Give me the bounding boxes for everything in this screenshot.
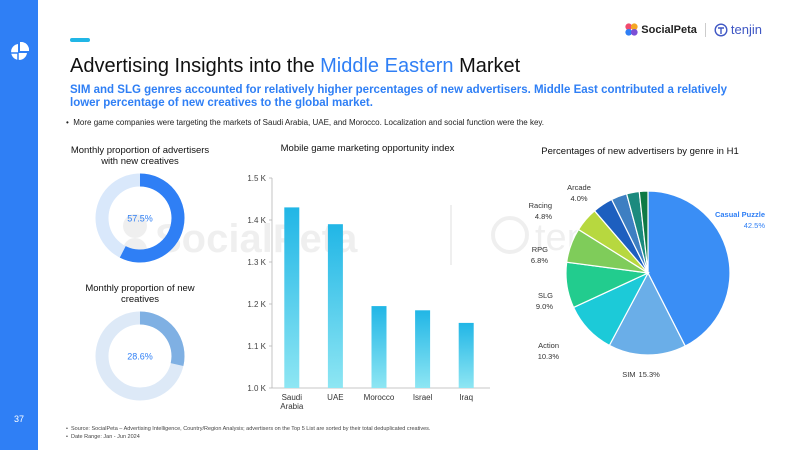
- title-prefix: Advertising Insights into the: [70, 55, 321, 77]
- y-tick-label: 1.4 K: [247, 216, 266, 225]
- bar-chart-title: Mobile game marketing opportunity index: [280, 143, 455, 154]
- pie-label-name: Casual Puzzle: [715, 210, 765, 219]
- socialpeta-name: SocialPeta: [641, 23, 697, 36]
- pie-label-name: Arcade: [567, 183, 591, 192]
- socialpeta-logo: SocialPeta: [625, 23, 697, 36]
- chart-pie-icon: [10, 42, 29, 61]
- pie-label-name: SLG: [538, 291, 553, 300]
- pie-label-name: Racing: [529, 201, 552, 210]
- donut2-title: Monthly proportion of new creatives: [85, 283, 195, 305]
- pie-label-value: 10.3%: [538, 352, 560, 361]
- y-tick-label: 1.1 K: [247, 342, 266, 351]
- donut-value-label: 28.6%: [127, 352, 153, 362]
- brand-divider: [704, 22, 706, 37]
- bar: [415, 310, 431, 388]
- footer-date-text: Date Range: Jan - Jun 2024: [70, 434, 140, 440]
- x-tick-label: Morocco: [364, 393, 395, 402]
- title-highlight: Middle Eastern: [320, 55, 454, 77]
- page-number: 37: [13, 414, 24, 424]
- footer-source-text: Source: SocialPeta – Advertising Intelli…: [70, 426, 431, 432]
- y-tick-label: 1.5 K: [247, 174, 266, 183]
- donut-creatives-chart: 28.6%: [95, 311, 185, 401]
- y-tick-label: 1.2 K: [247, 300, 266, 309]
- tenjin-name: tenjin: [730, 22, 762, 37]
- pie-label-value: 9.0%: [536, 302, 553, 311]
- pie-slice: [647, 190, 731, 347]
- pie-label-name: SIM 15.3%: [622, 370, 660, 379]
- donut-value-arc: [139, 311, 185, 366]
- donut1-title: Monthly proportion of advertisers with n…: [70, 145, 210, 167]
- pie-label-value: 4.0%: [570, 194, 587, 203]
- x-tick-label: Iraq: [459, 393, 473, 402]
- accent-bar: [70, 38, 90, 42]
- bar: [458, 322, 474, 388]
- pie-label-value: 4.8%: [535, 212, 552, 221]
- x-tick-label: Saudi: [282, 393, 303, 402]
- donut-advertisers-chart: 57.5%: [95, 173, 185, 263]
- opportunity-bar-chart: 1.0 K 1.1 K 1.2 K 1.3 K 1.4 K 1.5 K SaudiArabi…: [247, 174, 490, 411]
- pie-slice: [638, 190, 649, 274]
- y-tick-label: 1.3 K: [247, 258, 266, 267]
- donut-value-arc: [119, 173, 185, 263]
- x-tick-label: UAE: [327, 393, 343, 402]
- pie-label-value: 15.3%: [639, 370, 661, 379]
- footer-source: • Source: SocialPeta – Advertising Intel…: [66, 426, 431, 432]
- pie-label-name-text: SIM: [622, 370, 635, 379]
- donut-value-label: 57.5%: [127, 214, 153, 224]
- footer-date: • Date Range: Jan - Jun 2024: [66, 434, 140, 440]
- pie-chart-title: Percentages of new advertisers by genre …: [541, 146, 739, 157]
- tenjin-logo: tenjin: [714, 22, 762, 37]
- pie-label-name: Action: [538, 341, 559, 350]
- title-suffix: Market: [453, 55, 521, 77]
- brand-logos: SocialPeta tenjin: [625, 22, 762, 37]
- bar: [327, 224, 343, 388]
- pie-label-name: RPG: [532, 245, 548, 254]
- tenjin-mark-icon: [714, 22, 728, 37]
- pie-slice: [608, 271, 687, 356]
- x-tick-label: Israel: [413, 393, 433, 402]
- pie-label-value: 6.8%: [531, 256, 548, 265]
- footer-notes: • Source: SocialPeta – Advertising Intel…: [66, 425, 430, 441]
- subtitle: SIM and SLG genres accounted for relativ…: [70, 84, 727, 109]
- bar: [284, 207, 300, 388]
- genre-pie-chart: Casual Puzzle 42.5% SIM 15.3% Action 10.3% SLG…: [529, 183, 766, 379]
- bullet-text: More game companies were targeting the m…: [73, 118, 545, 127]
- pie-label-value: 42.5%: [744, 221, 766, 230]
- bar: [371, 306, 387, 388]
- sidebar: 37: [0, 0, 38, 450]
- socialpeta-mark-icon: [625, 23, 638, 36]
- y-tick-label: 1.0 K: [247, 384, 266, 393]
- page-title: Advertising Insights into the Middle Eas…: [70, 55, 520, 78]
- x-tick-label: Arabia: [280, 402, 304, 411]
- bullet-point: • More game companies were targeting the…: [66, 118, 545, 127]
